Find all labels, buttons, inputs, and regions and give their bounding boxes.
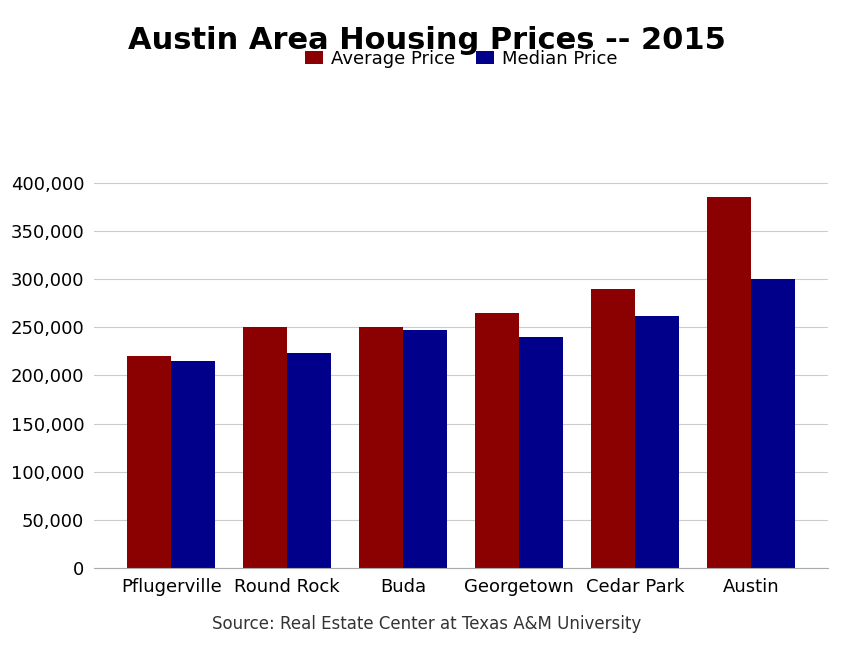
Bar: [474, 313, 519, 568]
Bar: [359, 327, 403, 568]
Bar: [706, 197, 750, 568]
Bar: [403, 330, 447, 568]
Bar: [287, 353, 331, 568]
Text: Source: Real Estate Center at Texas A&M University: Source: Real Estate Center at Texas A&M …: [212, 615, 641, 633]
Bar: [243, 327, 287, 568]
Legend: Average Price, Median Price: Average Price, Median Price: [298, 42, 624, 75]
Bar: [171, 361, 215, 568]
Bar: [750, 279, 794, 568]
Bar: [519, 337, 562, 568]
Bar: [635, 315, 678, 568]
Bar: [590, 289, 635, 568]
Text: Austin Area Housing Prices -- 2015: Austin Area Housing Prices -- 2015: [128, 26, 725, 55]
Bar: [127, 356, 171, 568]
